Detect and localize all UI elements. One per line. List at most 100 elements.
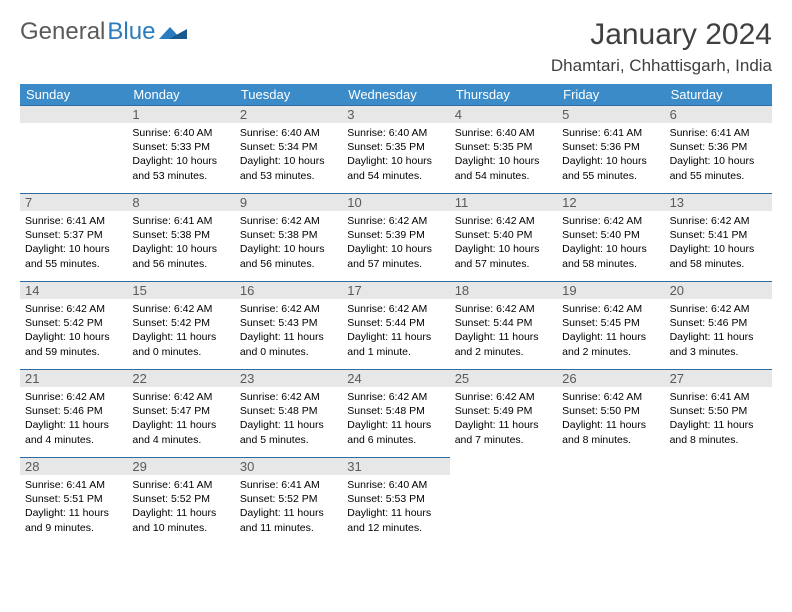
calendar-week: 7Sunrise: 6:41 AMSunset: 5:37 PMDaylight… [20,193,772,281]
day-number: 26 [557,369,664,387]
day-details: Sunrise: 6:41 AMSunset: 5:52 PMDaylight:… [235,475,342,541]
sunset-line: Sunset: 5:38 PM [240,228,337,242]
sunrise-line: Sunrise: 6:42 AM [670,302,767,316]
sunset-line: Sunset: 5:44 PM [347,316,444,330]
sunset-line: Sunset: 5:36 PM [670,140,767,154]
sunset-line: Sunset: 5:39 PM [347,228,444,242]
daylight-line: Daylight: 10 hours and 55 minutes. [25,242,122,270]
day-number: 18 [450,281,557,299]
daylight-line: Daylight: 10 hours and 56 minutes. [240,242,337,270]
day-number: 30 [235,457,342,475]
daylight-line: Daylight: 10 hours and 53 minutes. [132,154,229,182]
day-number: 31 [342,457,449,475]
daylight-line: Daylight: 11 hours and 11 minutes. [240,506,337,534]
sunset-line: Sunset: 5:38 PM [132,228,229,242]
day-number: 5 [557,105,664,123]
day-number: 16 [235,281,342,299]
sunset-line: Sunset: 5:43 PM [240,316,337,330]
sunset-line: Sunset: 5:46 PM [670,316,767,330]
calendar-day: 18Sunrise: 6:42 AMSunset: 5:44 PMDayligh… [450,281,557,369]
calendar-day: 19Sunrise: 6:42 AMSunset: 5:45 PMDayligh… [557,281,664,369]
calendar-day: 26Sunrise: 6:42 AMSunset: 5:50 PMDayligh… [557,369,664,457]
calendar-day: 8Sunrise: 6:41 AMSunset: 5:38 PMDaylight… [127,193,234,281]
daylight-line: Daylight: 11 hours and 4 minutes. [132,418,229,446]
sunrise-line: Sunrise: 6:42 AM [132,390,229,404]
day-details: Sunrise: 6:42 AMSunset: 5:39 PMDaylight:… [342,211,449,277]
calendar-day: 23Sunrise: 6:42 AMSunset: 5:48 PMDayligh… [235,369,342,457]
brand-logo: GeneralBlue [20,18,187,46]
calendar-day: 15Sunrise: 6:42 AMSunset: 5:42 PMDayligh… [127,281,234,369]
sunset-line: Sunset: 5:41 PM [670,228,767,242]
daylight-line: Daylight: 11 hours and 8 minutes. [670,418,767,446]
daylight-line: Daylight: 10 hours and 57 minutes. [347,242,444,270]
sunset-line: Sunset: 5:51 PM [25,492,122,506]
day-details: Sunrise: 6:42 AMSunset: 5:40 PMDaylight:… [450,211,557,277]
calendar-week: 21Sunrise: 6:42 AMSunset: 5:46 PMDayligh… [20,369,772,457]
calendar-day: 5Sunrise: 6:41 AMSunset: 5:36 PMDaylight… [557,105,664,193]
sunset-line: Sunset: 5:33 PM [132,140,229,154]
sunrise-line: Sunrise: 6:42 AM [562,214,659,228]
title-block: January 2024 Dhamtari, Chhattisgarh, Ind… [551,18,772,76]
daylight-line: Daylight: 11 hours and 12 minutes. [347,506,444,534]
day-number: 28 [20,457,127,475]
sunset-line: Sunset: 5:50 PM [562,404,659,418]
sunset-line: Sunset: 5:52 PM [240,492,337,506]
calendar-day: 11Sunrise: 6:42 AMSunset: 5:40 PMDayligh… [450,193,557,281]
brand-part2: Blue [107,18,155,46]
daylight-line: Daylight: 10 hours and 58 minutes. [670,242,767,270]
day-details: Sunrise: 6:42 AMSunset: 5:43 PMDaylight:… [235,299,342,365]
day-details: Sunrise: 6:41 AMSunset: 5:37 PMDaylight:… [20,211,127,277]
day-number: 21 [20,369,127,387]
calendar-day: 20Sunrise: 6:42 AMSunset: 5:46 PMDayligh… [665,281,772,369]
day-number: 19 [557,281,664,299]
sunrise-line: Sunrise: 6:40 AM [455,126,552,140]
sunrise-line: Sunrise: 6:42 AM [240,390,337,404]
day-details: Sunrise: 6:42 AMSunset: 5:48 PMDaylight:… [235,387,342,453]
calendar-week: 14Sunrise: 6:42 AMSunset: 5:42 PMDayligh… [20,281,772,369]
day-details: Sunrise: 6:42 AMSunset: 5:49 PMDaylight:… [450,387,557,453]
sunset-line: Sunset: 5:35 PM [347,140,444,154]
weekday-header: Sunday [20,84,127,105]
weekday-header-row: SundayMondayTuesdayWednesdayThursdayFrid… [20,84,772,105]
day-number: 12 [557,193,664,211]
sunrise-line: Sunrise: 6:42 AM [25,302,122,316]
day-number: 1 [127,105,234,123]
calendar-day [450,457,557,545]
sunrise-line: Sunrise: 6:42 AM [562,390,659,404]
sunrise-line: Sunrise: 6:42 AM [347,302,444,316]
day-number: 8 [127,193,234,211]
sunset-line: Sunset: 5:42 PM [132,316,229,330]
calendar-day: 12Sunrise: 6:42 AMSunset: 5:40 PMDayligh… [557,193,664,281]
day-number: 17 [342,281,449,299]
weekday-header: Thursday [450,84,557,105]
daylight-line: Daylight: 10 hours and 59 minutes. [25,330,122,358]
sunrise-line: Sunrise: 6:42 AM [670,214,767,228]
month-title: January 2024 [551,18,772,52]
day-details: Sunrise: 6:42 AMSunset: 5:40 PMDaylight:… [557,211,664,277]
day-details: Sunrise: 6:42 AMSunset: 5:46 PMDaylight:… [665,299,772,365]
brand-mark-icon [159,23,187,41]
calendar-day: 4Sunrise: 6:40 AMSunset: 5:35 PMDaylight… [450,105,557,193]
daylight-line: Daylight: 11 hours and 1 minute. [347,330,444,358]
day-number: 3 [342,105,449,123]
day-number: 15 [127,281,234,299]
daylight-line: Daylight: 11 hours and 4 minutes. [25,418,122,446]
day-number: 27 [665,369,772,387]
sunrise-line: Sunrise: 6:42 AM [455,390,552,404]
sunrise-line: Sunrise: 6:42 AM [347,214,444,228]
sunrise-line: Sunrise: 6:42 AM [455,214,552,228]
day-number: 13 [665,193,772,211]
calendar-day: 31Sunrise: 6:40 AMSunset: 5:53 PMDayligh… [342,457,449,545]
day-details: Sunrise: 6:42 AMSunset: 5:50 PMDaylight:… [557,387,664,453]
day-details: Sunrise: 6:41 AMSunset: 5:51 PMDaylight:… [20,475,127,541]
day-number: 4 [450,105,557,123]
day-details: Sunrise: 6:41 AMSunset: 5:38 PMDaylight:… [127,211,234,277]
calendar-day: 2Sunrise: 6:40 AMSunset: 5:34 PMDaylight… [235,105,342,193]
sunrise-line: Sunrise: 6:41 AM [562,126,659,140]
calendar: SundayMondayTuesdayWednesdayThursdayFrid… [20,84,772,545]
day-details: Sunrise: 6:40 AMSunset: 5:35 PMDaylight:… [450,123,557,189]
calendar-day: 6Sunrise: 6:41 AMSunset: 5:36 PMDaylight… [665,105,772,193]
sunrise-line: Sunrise: 6:41 AM [132,214,229,228]
sunset-line: Sunset: 5:34 PM [240,140,337,154]
daylight-line: Daylight: 10 hours and 55 minutes. [670,154,767,182]
